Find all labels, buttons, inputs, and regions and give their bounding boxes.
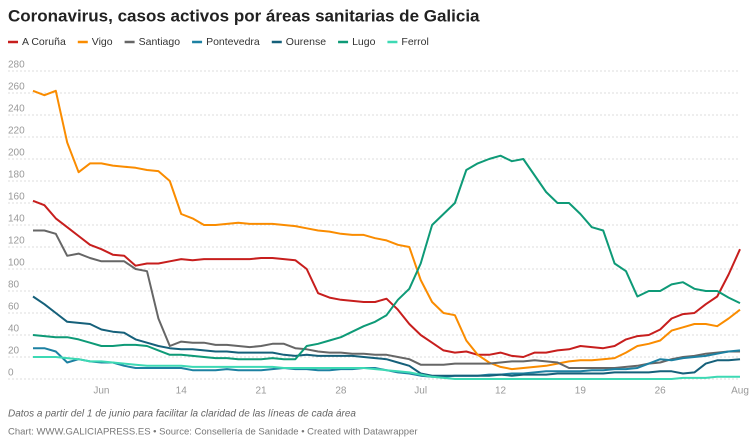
y-tick-label: 0 xyxy=(8,368,14,379)
y-tick-label: 260 xyxy=(8,82,25,93)
y-tick-label: 160 xyxy=(8,192,25,203)
y-tick-label: 240 xyxy=(8,104,25,115)
x-tick-label: 14 xyxy=(176,386,188,397)
legend-label: Ferrol xyxy=(401,36,428,48)
series-line xyxy=(32,89,741,371)
x-tick-label: Jun xyxy=(93,386,109,397)
y-tick-label: 20 xyxy=(8,346,20,357)
series-line xyxy=(33,356,740,380)
x-tick-label: 26 xyxy=(655,386,667,397)
legend-label: A Coruña xyxy=(22,36,66,48)
y-tick-label: 80 xyxy=(8,280,20,291)
legend-label: Lugo xyxy=(352,36,376,48)
x-tick-label: 12 xyxy=(495,386,507,397)
series-line xyxy=(32,154,741,361)
series-line xyxy=(32,199,741,358)
y-tick-label: 60 xyxy=(8,302,20,313)
y-tick-label: 280 xyxy=(8,60,25,71)
source: Chart: WWW.GALICIAPRESS.ES • Source: Con… xyxy=(8,427,418,438)
note: Datos a partir del 1 de junio para facil… xyxy=(8,409,356,420)
y-tick-label: 100 xyxy=(8,258,25,269)
legend-label: Pontevedra xyxy=(206,36,260,48)
y-tick-label: 140 xyxy=(8,214,25,225)
legend-label: Vigo xyxy=(92,36,113,48)
legend-label: Ourense xyxy=(286,36,326,48)
x-tick-label: Jul xyxy=(414,386,427,397)
y-tick-label: 200 xyxy=(8,148,25,159)
x-tick-label: 21 xyxy=(256,386,268,397)
x-tick-label: Aug xyxy=(731,386,749,397)
legend-label: Santiago xyxy=(139,36,181,48)
series-line xyxy=(33,229,740,369)
legend: A Coruña Vigo Santiago Pontevedra Ourense Lug… xyxy=(8,36,429,48)
y-tick-label: 120 xyxy=(8,236,25,247)
y-tick-label: 180 xyxy=(8,170,25,181)
y-tick-label: 40 xyxy=(8,324,20,335)
series-line xyxy=(32,295,741,377)
y-tick-label: 220 xyxy=(8,126,25,137)
x-tick-label: 28 xyxy=(335,386,347,397)
chart-title: Coronavirus, casos activos por áreas san… xyxy=(8,6,480,25)
x-tick-label: 19 xyxy=(575,386,587,397)
